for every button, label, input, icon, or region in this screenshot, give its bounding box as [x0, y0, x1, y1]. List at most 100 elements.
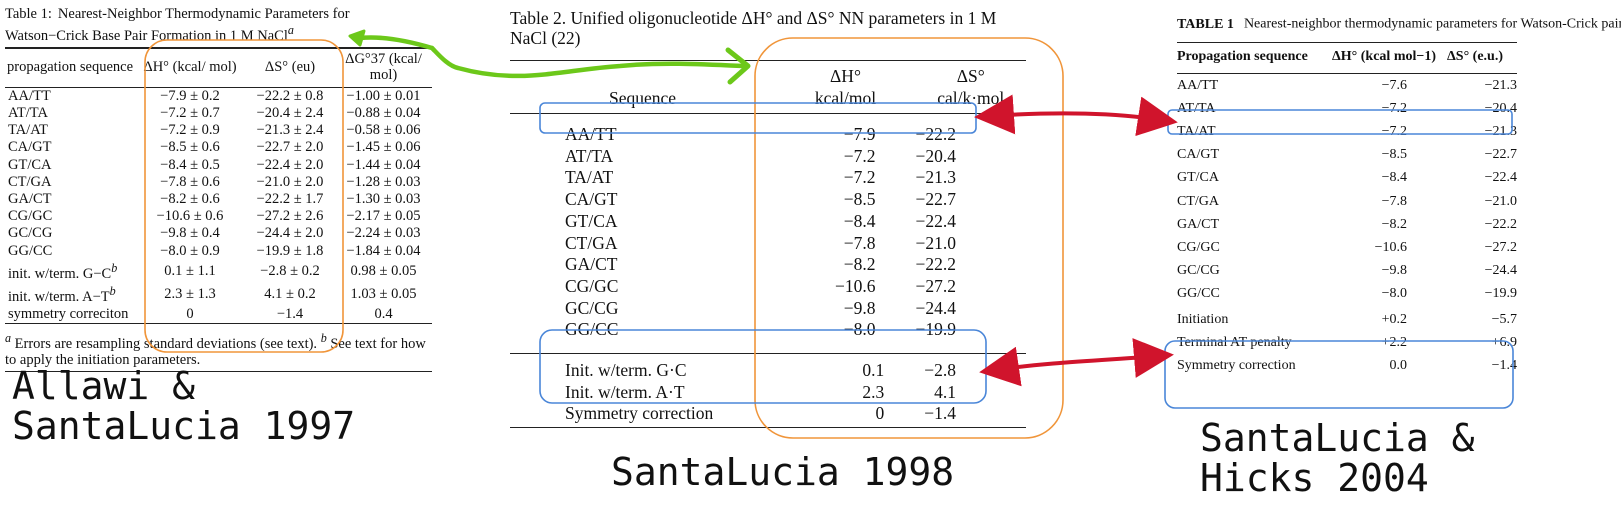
author-label-santalucia-hicks-2004: SantaLucia & Hicks 2004 [1200, 418, 1475, 498]
table-row: GC/CG −9.8 ± 0.4 −24.4 ± 2.0 −2.24 ± 0.03 [5, 225, 432, 242]
cell-dg: −1.28 ± 0.03 [346, 173, 421, 190]
cell-ds: −2.8 ± 0.2 [260, 262, 320, 279]
cell-ds: −20.4 [915, 145, 957, 166]
header-seq: Sequence [609, 88, 677, 108]
cell-sequence: CG/GC [565, 275, 619, 296]
cell-sequence: Terminal AT penalty [1177, 334, 1292, 350]
cell-dh: −7.6 [1381, 77, 1407, 93]
cell-ds: −21.3 [1484, 124, 1517, 140]
table-row: Init. w/term. A·T 2.3 4.1 [510, 382, 1026, 404]
table-row: Init. w/term. G·C 0.1 −2.8 [510, 360, 1026, 382]
header-ds: ΔS° (e.u.) [1447, 48, 1503, 64]
cell-dg: −1.45 ± 0.06 [346, 139, 421, 156]
cell-sequence: CG/GC [1177, 240, 1220, 256]
table-row: CA/GT −8.5 −22.7 [510, 189, 1026, 211]
cell-sequence: TA/AT [565, 167, 614, 188]
cell-dh: −7.2 ± 0.9 [160, 122, 220, 139]
cell-ds: −21.0 ± 2.0 [256, 173, 324, 190]
cell-ds: −22.4 ± 2.0 [256, 156, 324, 173]
cell-ds: −21.0 [915, 232, 957, 253]
table-row: symmetry correciton 0 −1.4 0.4 [5, 306, 432, 323]
cell-ds: 4.1 [934, 381, 956, 402]
cell-sequence: AT/TA [8, 105, 48, 122]
cell-sequence: CA/GT [8, 139, 52, 156]
author-line-1: SantaLucia & [1200, 416, 1475, 460]
header-ds-symbol: ΔS° [956, 66, 985, 86]
cell-dh: −7.8 [1381, 193, 1407, 209]
cell-ds: −1.4 [1491, 358, 1517, 374]
table-row: GC/CG −9.8 −24.4 [1177, 259, 1517, 282]
table-row: AT/TA −7.2 −20.4 [1177, 97, 1517, 120]
cell-dh: −7.2 [843, 145, 876, 166]
table-row: TA/AT −7.2 −21.3 [1177, 120, 1517, 143]
table-row: CG/GC −10.6 ± 0.6 −27.2 ± 2.6 −2.17 ± 0.05 [5, 208, 432, 225]
cell-dh: −8.4 ± 0.5 [160, 156, 220, 173]
cell-sequence: AA/TT [8, 87, 51, 104]
author-line-2: Hicks 2004 [1200, 456, 1429, 500]
table-row: GA/CT −8.2 −22.2 [1177, 213, 1517, 236]
cell-ds: 4.1 ± 0.2 [264, 285, 316, 302]
header-dg: ΔG°37 (kcal/ mol) [345, 50, 422, 83]
cell-ds: −27.2 ± 2.6 [256, 208, 324, 225]
cell-dg: 0.4 [374, 305, 393, 322]
cell-ds: −21.3 ± 2.4 [256, 122, 324, 139]
author-label-santalucia-1998: SantaLucia 1998 [611, 450, 955, 494]
cell-ds: −27.2 [1484, 240, 1517, 256]
table-row: GG/CC −8.0 −19.9 [510, 319, 1026, 341]
table-row: CT/GA −7.8 −21.0 [510, 233, 1026, 255]
cell-ds: −21.3 [915, 167, 957, 188]
cell-dh: −8.5 [1381, 147, 1407, 163]
cell-dh: +0.2 [1381, 311, 1407, 327]
table-caption: TABLE 1 Nearest-neighbor thermodynamic pa… [1177, 10, 1621, 34]
cell-ds: −21.3 [1484, 77, 1517, 93]
cell-sup: b [109, 283, 116, 298]
cell-dg: −1.30 ± 0.03 [346, 191, 421, 208]
cell-dg: −2.24 ± 0.03 [346, 225, 421, 242]
cell-sequence: TA/AT [8, 122, 48, 139]
cell-sequence: GG/CC [8, 242, 53, 259]
cell-dh: −7.8 ± 0.6 [160, 173, 220, 190]
table-caption: Table 1: Nearest-Neighbor Thermodynamic P… [5, 6, 432, 44]
cell-dh: +2.2 [1381, 334, 1407, 350]
cell-ds: −22.7 [915, 189, 957, 210]
cell-dh: −8.0 [843, 319, 876, 340]
table-row: GA/CT −8.2 −22.2 [510, 254, 1026, 276]
cell-sequence: GG/CC [565, 319, 619, 340]
cell-sequence: GT/CA [1177, 170, 1219, 186]
cell-ds: −24.4 ± 2.0 [256, 225, 324, 242]
cell-ds: −24.4 [915, 297, 957, 318]
cell-dh: −7.2 [843, 167, 876, 188]
cell-sequence: GG/CC [1177, 286, 1220, 302]
header-dh-unit: kcal/mol [814, 88, 877, 108]
table-row: Terminal AT penalty +2.2 +6.9 [1177, 331, 1517, 354]
footnote-b: See text for how to apply the initiation… [5, 335, 426, 368]
table-row: AA/TT −7.9 ± 0.2 −22.2 ± 0.8 −1.00 ± 0.01 [5, 87, 432, 105]
cell-ds: −22.7 [1484, 147, 1517, 163]
table-row: CT/GA −7.8 ± 0.6 −21.0 ± 2.0 −1.28 ± 0.03 [5, 174, 432, 191]
cell-sequence: GC/CG [565, 297, 619, 318]
header-dh: ΔH° (kcal/ mol) [143, 58, 237, 75]
cell-sequence: Initiation [1177, 311, 1229, 327]
cell-ds: −19.9 [915, 319, 957, 340]
cell-dg: −0.58 ± 0.06 [346, 122, 421, 139]
cell-dh: −9.8 [843, 297, 876, 318]
cell-sequence: GA/CT [8, 191, 52, 208]
cell-sup: b [111, 260, 118, 275]
caption-sup: a [287, 23, 294, 37]
cell-sequence: CT/GA [565, 232, 618, 253]
cell-dh: 0 [875, 403, 885, 424]
cell-dh: −7.8 [843, 232, 876, 253]
header-ds: ΔS° cal/k·mol [916, 61, 1027, 114]
cell-dh: −7.2 [1381, 100, 1407, 116]
cell-ds: −22.4 [915, 210, 957, 231]
cell-sequence-text: init. w/term. A−T [8, 288, 110, 305]
cell-sequence-text: init. w/term. G−C [8, 265, 112, 282]
table-row: CA/GT −8.5 ± 0.6 −22.7 ± 2.0 −1.45 ± 0.06 [5, 139, 432, 156]
cell-sequence: Init. w/term. A·T [565, 381, 685, 402]
cell-sequence: init. w/term. G−Cb [5, 260, 135, 283]
table-row: Initiation +0.2 −5.7 [1177, 306, 1517, 331]
cell-dh: −10.6 [1374, 240, 1407, 256]
cell-sequence: Init. w/term. G·C [565, 360, 687, 381]
cell-sequence: TA/AT [1177, 124, 1216, 140]
header-dh: ΔH° (kcal mol−1) [1332, 48, 1437, 64]
